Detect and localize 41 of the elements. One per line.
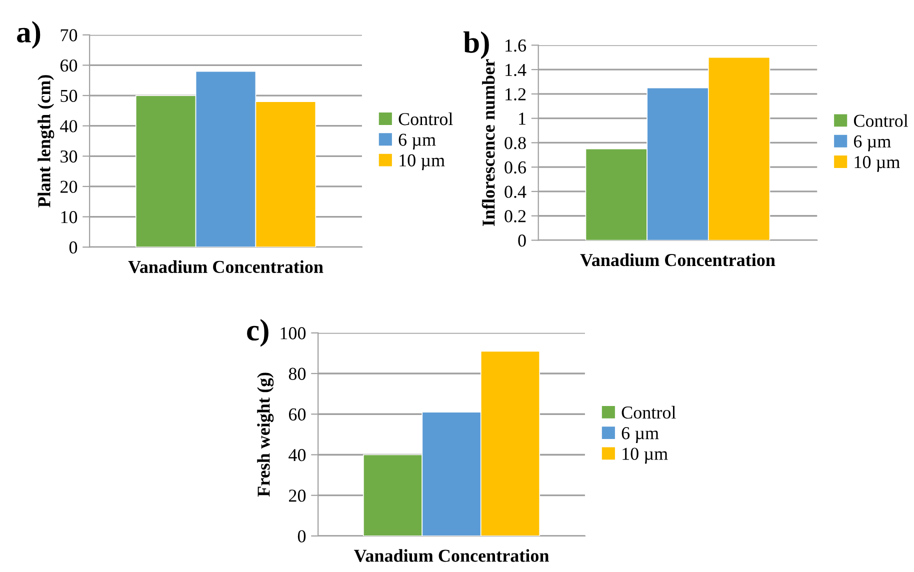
legend-label: 6 µm [622, 427, 659, 443]
y-tick-label: 1.2 [506, 88, 526, 100]
legend-label: Control [854, 114, 908, 127]
legend-label: Control [398, 112, 453, 126]
y-tick-label: 80 [288, 368, 306, 380]
legend-label: Control [622, 406, 676, 419]
y-tick-label: 20 [60, 180, 78, 193]
y-tick-label: 0 [69, 241, 78, 254]
y-tick-label: 100 [280, 327, 306, 340]
y-tick-label: 0 [518, 234, 526, 247]
y-tick-label: 40 [288, 448, 306, 462]
legend-label: 10 µm [854, 156, 900, 172]
y-axis-title: Plant length (cm) [38, 75, 54, 208]
y-tick-label: 1.4 [506, 64, 526, 76]
x-axis-title: Vanadium Concentration [580, 253, 776, 266]
legend-label: 6 µm [854, 135, 891, 152]
y-tick-label: 40 [60, 120, 78, 132]
y-tick-label: 20 [289, 490, 306, 502]
y-tick-label: 1 [519, 112, 526, 125]
y-axis-title: Inflorescence number [482, 59, 495, 226]
legend-label: 10 µm [622, 448, 668, 464]
y-tick-label: 0.8 [504, 136, 526, 150]
y-tick-label: 1.6 [506, 39, 526, 52]
legend-label: 6 µm [398, 134, 436, 150]
y-tick-label: 50 [60, 90, 78, 102]
y-axis-title: Fresh weight (g) [257, 372, 274, 497]
legend-label: 10 µm [400, 154, 445, 170]
y-tick-label: 10 [61, 211, 78, 224]
y-tick-label: 60 [288, 408, 306, 421]
y-tick-label: 0.4 [504, 186, 526, 198]
x-axis-title: Vanadium Concentration [354, 549, 549, 562]
chart-title: b) [463, 31, 489, 60]
y-tick-label: 0.2 [504, 210, 526, 222]
x-axis-title: Vanadium Concentration [128, 260, 324, 274]
chart-title: a) [17, 21, 40, 49]
y-tick-label: 70 [60, 29, 78, 42]
y-tick-label: 0.6 [504, 161, 526, 174]
y-tick-label: 30 [60, 150, 78, 163]
y-tick-label: 60 [60, 59, 78, 72]
y-tick-label: 0 [298, 530, 306, 542]
chart-title: c) [247, 319, 268, 347]
